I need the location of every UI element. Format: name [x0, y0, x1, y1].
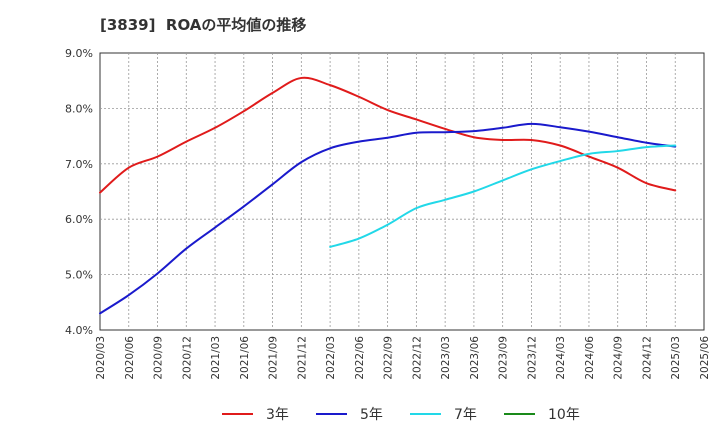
- x-tick-label: 2023/03: [440, 336, 452, 380]
- x-tick-label: 2024/12: [641, 336, 653, 380]
- x-tick-label: 2020/12: [181, 336, 193, 380]
- legend-label: 7年: [454, 407, 477, 423]
- horizontal-gridlines: [100, 108, 704, 276]
- x-tick-label: 2024/03: [555, 336, 567, 380]
- y-tick-label: 6.0%: [65, 213, 93, 226]
- x-tick-label: 2021/06: [239, 336, 251, 380]
- y-tick-label: 5.0%: [65, 269, 93, 282]
- x-tick-label: 2021/12: [296, 336, 308, 380]
- x-tick-label: 2024/06: [584, 336, 596, 380]
- x-axis-ticks: 2020/03 2020/06 2020/09 2020/12 2021/03 2021/…: [95, 336, 711, 380]
- x-tick-label: 2023/06: [469, 336, 481, 380]
- x-tick-label: 2021/09: [268, 336, 280, 380]
- x-tick-label: 2024/09: [613, 336, 625, 380]
- y-tick-label: 8.0%: [65, 102, 93, 115]
- x-tick-label: 2022/03: [325, 336, 337, 380]
- x-tick-label: 2022/09: [383, 336, 395, 380]
- x-tick-label: 2022/06: [354, 336, 366, 380]
- x-tick-label: 2022/12: [411, 336, 423, 380]
- x-tick-label: 2020/03: [95, 336, 107, 380]
- series-line-1: [99, 122, 677, 315]
- x-tick-label: 2025/06: [699, 336, 711, 380]
- x-tick-label: 2025/03: [670, 336, 682, 380]
- series-line-0: [99, 76, 677, 194]
- plot-area: [99, 52, 705, 331]
- x-tick-label: 2023/12: [526, 336, 538, 380]
- y-tick-label: 9.0%: [65, 47, 93, 60]
- legend-label: 10年: [548, 407, 580, 423]
- x-tick-label: 2021/03: [210, 336, 222, 380]
- x-tick-label: 2020/09: [153, 336, 165, 380]
- chart-title: [3839] ROAの平均値の推移: [100, 16, 307, 34]
- y-axis-ticks: 4.0% 5.0% 6.0% 7.0% 8.0% 9.0%: [65, 47, 93, 337]
- legend: 3年 5年 7年 10年: [222, 407, 580, 423]
- y-tick-label: 4.0%: [65, 324, 93, 337]
- series-lines: [99, 76, 677, 315]
- y-tick-label: 7.0%: [65, 158, 93, 171]
- series-line-2: [329, 144, 677, 248]
- x-tick-label: 2023/09: [498, 336, 510, 380]
- legend-label: 3年: [266, 407, 289, 423]
- legend-label: 5年: [360, 407, 383, 423]
- x-tick-label: 2020/06: [124, 336, 136, 380]
